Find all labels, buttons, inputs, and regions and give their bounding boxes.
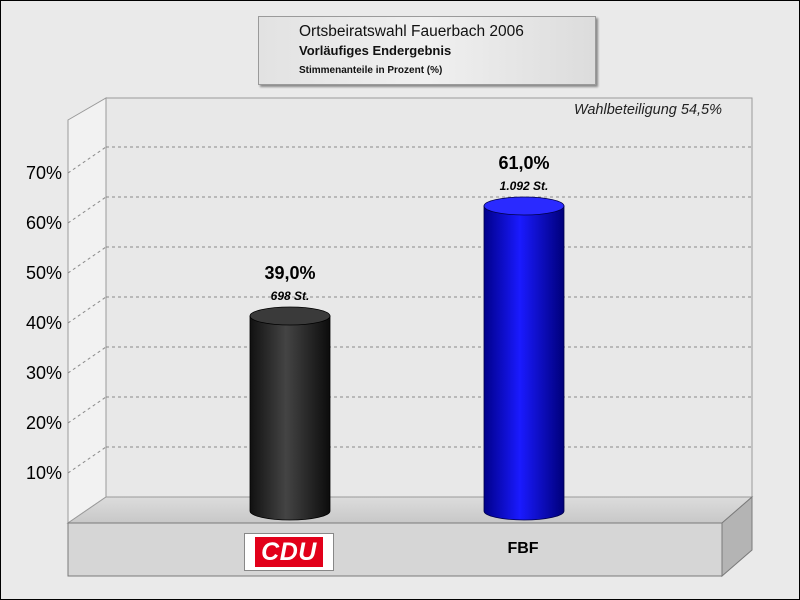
gridline-side: [67, 396, 107, 424]
gridline-side: [67, 296, 107, 324]
bar-body: [483, 205, 565, 521]
floor: [66, 496, 754, 524]
y-tick-label: 30%: [26, 363, 62, 383]
bar-top: [249, 306, 331, 326]
bar-body: [249, 315, 331, 521]
title-box: Ortsbeiratswahl Fauerbach 2006 Vorläufig…: [258, 16, 596, 85]
y-tick-label: 70%: [26, 163, 62, 183]
party-logo-cdu: CDU: [244, 533, 334, 571]
bar-top: [483, 196, 565, 216]
gridline-side: [67, 196, 107, 224]
back-wall: [105, 97, 753, 498]
bar-fbf: [483, 196, 565, 521]
gridline-side: [67, 246, 107, 274]
gridline-side: [67, 446, 107, 474]
gridlines: [67, 146, 752, 474]
y-tick-label: 20%: [26, 413, 62, 433]
data-labels: 39,0% 698 St. 61,0% 1.092 St.: [264, 153, 549, 303]
gridline-side: [67, 146, 107, 174]
turnout-annotation: Wahlbeteiligung 54,5%: [573, 102, 722, 118]
y-tick-label: 50%: [26, 263, 62, 283]
chart-subtitle: Vorläufiges Endergebnis: [299, 43, 452, 58]
y-axis-ticks: 10% 20% 30% 40% 50% 60% 70%: [26, 163, 62, 483]
value-label: 61,0%: [498, 153, 549, 173]
chart-caption: Stimmenanteile in Prozent (%): [299, 65, 443, 76]
y-tick-label: 40%: [26, 313, 62, 333]
category-label-fbf: FBF: [507, 540, 539, 557]
category-label-cdu: CDU: [255, 537, 323, 567]
chart-title: Ortsbeiratswahl Fauerbach 2006: [299, 23, 524, 40]
votes-label: 698 St.: [271, 289, 310, 303]
left-wall: [67, 97, 107, 524]
bar-cdu: [249, 306, 331, 521]
value-label: 39,0%: [264, 263, 315, 283]
votes-label: 1.092 St.: [500, 179, 549, 193]
bars: [249, 196, 565, 521]
y-tick-label: 60%: [26, 213, 62, 233]
y-tick-label: 10%: [26, 463, 62, 483]
base-side: [721, 495, 753, 578]
gridline-side: [67, 346, 107, 374]
base-front: [67, 522, 723, 577]
